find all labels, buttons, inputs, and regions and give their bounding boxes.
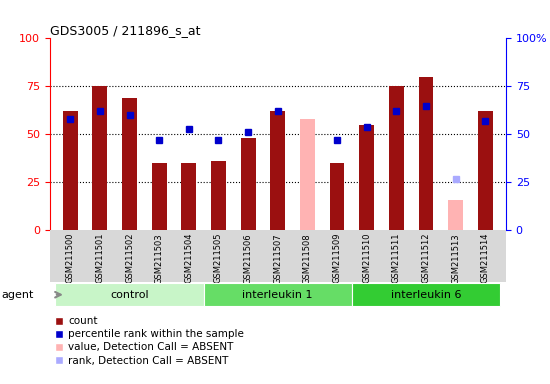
Bar bbox=[300, 119, 315, 230]
Text: GSM211510: GSM211510 bbox=[362, 233, 371, 283]
Text: GSM211504: GSM211504 bbox=[184, 233, 193, 283]
Text: GDS3005 / 211896_s_at: GDS3005 / 211896_s_at bbox=[50, 24, 200, 37]
Bar bbox=[271, 111, 285, 230]
Text: GSM211500: GSM211500 bbox=[66, 233, 75, 283]
Bar bbox=[56, 283, 204, 306]
Text: GSM211513: GSM211513 bbox=[451, 233, 460, 284]
Bar bbox=[204, 283, 352, 306]
Bar bbox=[63, 111, 78, 230]
Text: GSM211503: GSM211503 bbox=[155, 233, 164, 284]
Text: GSM211508: GSM211508 bbox=[303, 233, 312, 284]
FancyBboxPatch shape bbox=[50, 230, 506, 282]
Legend: count, percentile rank within the sample, value, Detection Call = ABSENT, rank, : count, percentile rank within the sample… bbox=[54, 316, 244, 366]
Bar bbox=[359, 125, 374, 230]
Bar bbox=[211, 161, 226, 230]
Bar bbox=[329, 163, 344, 230]
Bar bbox=[478, 111, 493, 230]
Text: GSM211507: GSM211507 bbox=[273, 233, 282, 284]
Text: interleukin 6: interleukin 6 bbox=[390, 290, 461, 300]
Text: interleukin 1: interleukin 1 bbox=[243, 290, 313, 300]
Text: agent: agent bbox=[2, 290, 34, 300]
Text: GSM211502: GSM211502 bbox=[125, 233, 134, 283]
Text: GSM211509: GSM211509 bbox=[333, 233, 342, 283]
Bar bbox=[448, 200, 463, 230]
Bar bbox=[241, 138, 256, 230]
Text: GSM211506: GSM211506 bbox=[244, 233, 252, 284]
Bar bbox=[389, 86, 404, 230]
Text: GSM211511: GSM211511 bbox=[392, 233, 401, 283]
Text: control: control bbox=[110, 290, 149, 300]
Text: GSM211501: GSM211501 bbox=[95, 233, 104, 283]
Bar bbox=[419, 77, 433, 230]
Bar bbox=[92, 86, 107, 230]
Bar bbox=[182, 163, 196, 230]
Bar bbox=[352, 283, 500, 306]
Bar bbox=[152, 163, 167, 230]
Text: GSM211512: GSM211512 bbox=[421, 233, 431, 283]
Text: GSM211505: GSM211505 bbox=[214, 233, 223, 283]
Bar bbox=[122, 98, 137, 230]
Text: GSM211514: GSM211514 bbox=[481, 233, 490, 283]
